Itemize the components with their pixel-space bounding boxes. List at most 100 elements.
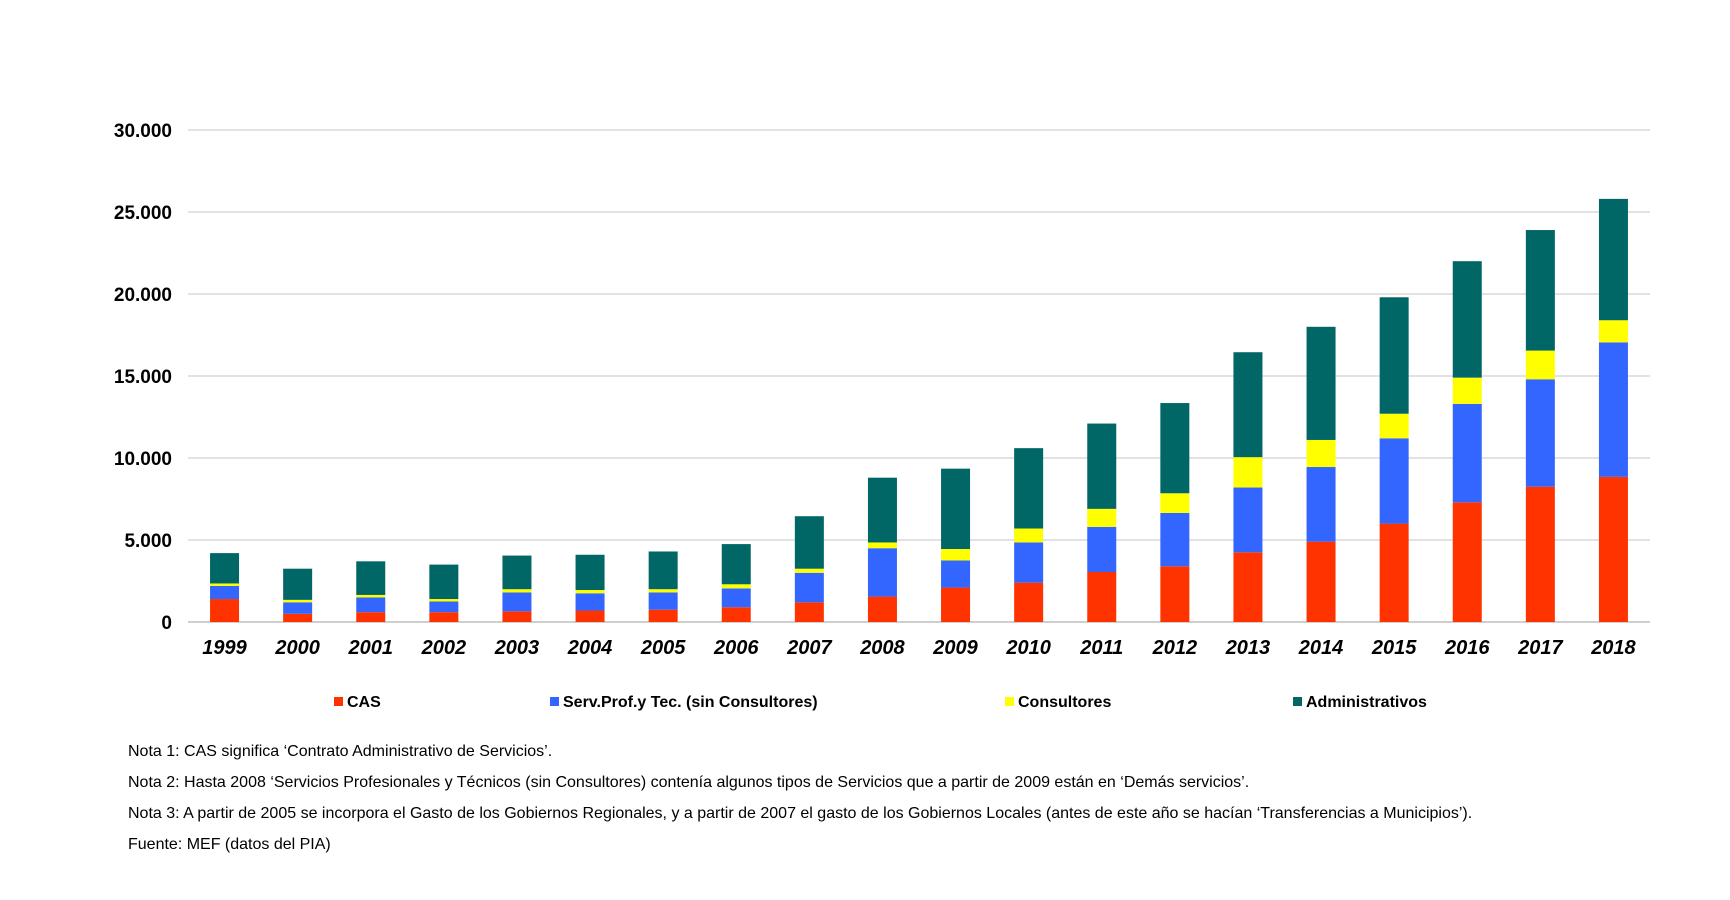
bar-segment-consultores — [356, 594, 386, 598]
bar-segment-consultores — [1306, 439, 1336, 468]
x-tick-label: 2017 — [1517, 637, 1563, 659]
bar-segment-consultores — [1087, 508, 1117, 527]
bar-segment-consultores — [794, 568, 824, 573]
legend-swatch — [1005, 697, 1014, 706]
y-tick-label: 25.000 — [114, 203, 172, 224]
x-tick-label: 2002 — [421, 637, 467, 659]
bar-segment-cas — [941, 587, 971, 622]
legend-swatch — [334, 697, 343, 706]
gridlines — [188, 129, 1650, 623]
y-axis-ticks: 0 5.000 10.000 15.000 20.000 25.000 30.000 — [114, 121, 172, 634]
bar-segment-administrativos — [429, 564, 459, 600]
bar-segment-cas — [1452, 502, 1482, 622]
bar-segment-cas — [1233, 552, 1263, 622]
bar-segment-serv-prof — [794, 572, 824, 603]
x-tick-label: 2008 — [859, 637, 905, 659]
stacked-bar-chart: 0 5.000 10.000 15.000 20.000 25.000 30.000 199… — [114, 121, 1650, 711]
bar-segment-serv-prof — [1306, 467, 1336, 542]
bar-segment-cas — [1525, 486, 1555, 622]
x-tick-label: 2006 — [713, 637, 759, 659]
bar-segment-cas — [1014, 582, 1044, 622]
bar-segment-serv-prof — [283, 602, 313, 614]
bar-segment-administrativos — [210, 553, 240, 584]
y-tick-label: 10.000 — [114, 449, 172, 470]
bar-segment-administrativos — [1087, 423, 1117, 509]
bar-segment-serv-prof — [1160, 512, 1190, 567]
bar-segment-consultores — [210, 583, 240, 586]
x-tick-label: 2001 — [348, 637, 394, 659]
bar-segment-consultores — [941, 549, 971, 561]
bar-segment-consultores — [1233, 457, 1263, 488]
source-note: Fuente: MEF (datos del PIA) — [128, 836, 331, 853]
y-tick-label: 20.000 — [114, 285, 172, 306]
bar-segment-consultores — [1160, 493, 1190, 513]
bar-segment-administrativos — [1598, 198, 1628, 321]
bar-segment-administrativos — [1233, 352, 1263, 458]
notes: Nota 1: CAS significa ‘Contrato Administ… — [128, 736, 1688, 860]
x-tick-label: 2014 — [1298, 637, 1344, 659]
bar-segment-cas — [210, 599, 240, 622]
bar-segment-administrativos — [1160, 403, 1190, 494]
bar-segment-consultores — [648, 589, 678, 593]
bar-segment-cas — [721, 607, 751, 622]
bar-segment-cas — [356, 612, 386, 622]
x-axis-ticks: 1999 2000 2001 2002 2003 2004 2005 2006 2007 2008… — [202, 637, 1636, 659]
bar-segment-administrativos — [648, 551, 678, 590]
bars — [210, 198, 1628, 622]
bar-segment-cas — [283, 613, 313, 622]
note-3: Nota 3: A partir de 2005 se incorpora el… — [128, 805, 1473, 822]
x-tick-label: 2018 — [1590, 637, 1636, 659]
bar-segment-serv-prof — [1014, 542, 1044, 583]
x-tick-label: 2015 — [1371, 637, 1417, 659]
y-tick-label: 30.000 — [114, 121, 172, 142]
bar-segment-administrativos — [356, 561, 386, 595]
bar-segment-administrativos — [1379, 297, 1409, 414]
bar-segment-cas — [794, 602, 824, 622]
bar-segment-cas — [1598, 476, 1628, 622]
bar-segment-consultores — [283, 599, 313, 603]
legend-label: CAS — [347, 694, 381, 711]
bar-segment-consultores — [1598, 320, 1628, 343]
bar-segment-serv-prof — [1379, 438, 1409, 524]
x-tick-label: 2000 — [274, 637, 320, 659]
bar-segment-serv-prof — [502, 592, 532, 612]
bar-segment-administrativos — [283, 568, 313, 600]
bar-segment-consultores — [721, 584, 751, 589]
bar-segment-administrativos — [867, 477, 897, 543]
x-tick-label: 2016 — [1444, 637, 1490, 659]
bar-segment-administrativos — [502, 555, 532, 590]
legend-swatch — [550, 697, 559, 706]
bar-segment-serv-prof — [1087, 526, 1117, 572]
bar-segment-consultores — [1379, 413, 1409, 439]
bar-segment-cas — [1306, 541, 1336, 622]
x-tick-label: 2003 — [494, 637, 540, 659]
legend-label: Consultores — [1018, 694, 1111, 711]
y-tick-label: 5.000 — [124, 531, 172, 552]
bar-segment-serv-prof — [210, 585, 240, 600]
bar-segment-cas — [1379, 523, 1409, 622]
bar-segment-consultores — [867, 542, 897, 549]
bar-segment-consultores — [429, 599, 459, 602]
x-tick-label: 2010 — [1005, 637, 1051, 659]
bar-segment-administrativos — [575, 554, 605, 591]
x-tick-label: 2004 — [567, 637, 613, 659]
x-tick-label: 2009 — [932, 637, 978, 659]
bar-segment-serv-prof — [356, 597, 386, 613]
bar-segment-administrativos — [941, 468, 971, 550]
bar-segment-consultores — [1452, 377, 1482, 404]
legend-label: Administrativos — [1306, 694, 1427, 711]
legend-label: Serv.Prof.y Tec. (sin Consultores) — [563, 694, 818, 711]
legend-swatch — [1293, 697, 1302, 706]
x-tick-label: 2007 — [786, 637, 832, 659]
bar-segment-cas — [1087, 571, 1117, 622]
x-tick-label: 2012 — [1152, 637, 1198, 659]
bar-segment-serv-prof — [575, 593, 605, 611]
bar-segment-cas — [502, 611, 532, 622]
bar-segment-administrativos — [1452, 261, 1482, 378]
bar-segment-serv-prof — [941, 560, 971, 588]
bar-segment-cas — [1160, 566, 1190, 622]
bar-segment-administrativos — [1306, 326, 1336, 440]
bar-segment-serv-prof — [648, 592, 678, 610]
bar-segment-cas — [867, 596, 897, 622]
note-1: Nota 1: CAS significa ‘Contrato Administ… — [128, 743, 553, 760]
